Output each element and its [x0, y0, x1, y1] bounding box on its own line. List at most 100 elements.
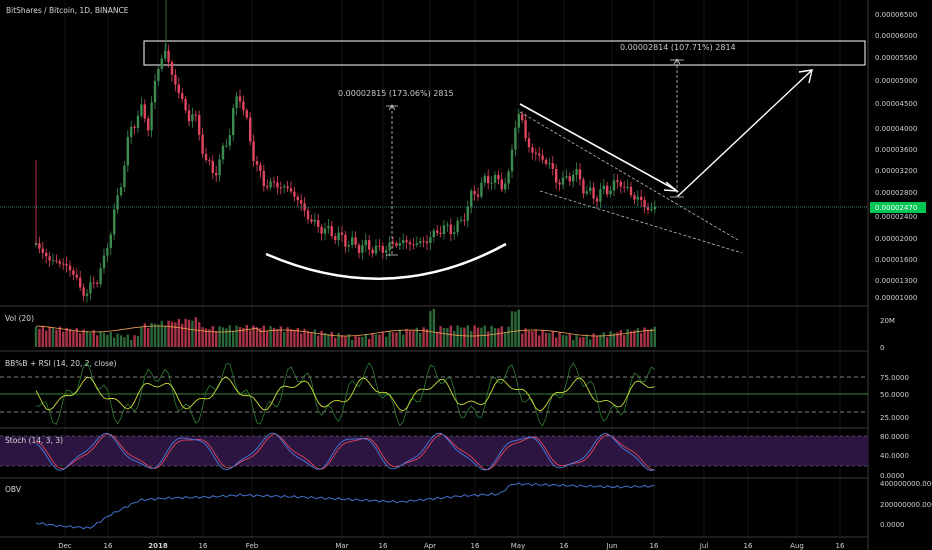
volume-bar: [371, 333, 374, 347]
measure-annotation-1: [386, 104, 398, 256]
volume-bar: [65, 327, 68, 347]
candle-body: [507, 171, 510, 184]
time-axis-tick: Jun: [606, 542, 618, 550]
price-axis-tick: 0.00001600: [875, 256, 917, 264]
volume-bar: [113, 337, 116, 347]
stoch-axis-tick: 0.0000: [880, 472, 905, 480]
candle-body: [385, 250, 388, 253]
measure-label-1: 0.00002815 (173.06%) 2815: [338, 89, 454, 98]
volume-bar: [313, 329, 316, 347]
candle-body: [191, 114, 194, 122]
candle-body: [374, 245, 378, 254]
candle-body: [187, 110, 191, 122]
candle-body: [286, 186, 289, 189]
candle-body: [364, 240, 367, 246]
volume-bar: [633, 330, 636, 347]
volume-bar: [317, 335, 320, 347]
bbr-line: [35, 361, 656, 427]
volume-bar: [255, 327, 259, 347]
volume-bar: [208, 329, 211, 347]
time-axis-tick: Mar: [335, 542, 348, 550]
volume-bar: [459, 327, 463, 347]
volume-bar: [374, 334, 378, 347]
bbr-axis-tick: 75.0000: [880, 374, 909, 382]
time-axis-tick: 16: [836, 542, 845, 550]
volume-bar: [160, 321, 163, 347]
candle-body: [218, 159, 221, 176]
candle-body: [174, 74, 177, 85]
price-axis-tick: 0.00001000: [875, 294, 917, 302]
candle-body: [368, 240, 371, 250]
volume-bar: [147, 327, 150, 347]
candle-body: [619, 181, 622, 187]
candle-body: [398, 243, 401, 246]
time-axis-tick: Aug: [790, 542, 804, 550]
volume-bar: [555, 337, 558, 347]
volume-bar: [483, 325, 486, 347]
volume-bar: [204, 328, 208, 347]
candle-body: [568, 176, 571, 182]
volume-bar: [235, 325, 238, 347]
volume-bar: [391, 332, 395, 347]
price-axis[interactable]: 0.00006500 0.00006000 0.00005500 0.00005000…: [875, 11, 917, 302]
candle-body: [79, 277, 82, 288]
volume-bar: [565, 335, 568, 347]
price-axis-tick: 0.00006000: [875, 32, 917, 40]
candle-body: [640, 196, 643, 201]
volume-bar: [531, 331, 534, 347]
volume-bar: [561, 335, 565, 347]
candle-body: [259, 164, 262, 172]
obv-pane: OBV 400000000.0000 200000000.0000 0.0000: [5, 480, 932, 530]
volume-bar: [269, 326, 272, 347]
volume-bar: [164, 325, 167, 347]
time-axis-tick: Apr: [424, 542, 436, 550]
volume-bar: [272, 327, 276, 347]
volume-bar: [293, 330, 296, 347]
volume-bar: [429, 311, 432, 347]
volume-bar: [184, 318, 187, 347]
volume-bar: [79, 333, 82, 347]
volume-bar: [296, 327, 299, 347]
volume-bar: [323, 332, 327, 347]
price-pane: BitShares / Bitcoin, 1D, BINANCE 0.00002…: [0, 0, 926, 303]
volume-bar: [643, 327, 646, 347]
volume-bar: [487, 331, 490, 347]
volume-bar: [514, 311, 517, 347]
obv-line: [35, 482, 655, 530]
volume-bar: [578, 337, 582, 347]
volume-bar: [558, 332, 561, 347]
volume-bar: [385, 336, 388, 347]
volume-bar: [340, 335, 344, 347]
volume-bar: [51, 327, 55, 347]
volume-bar: [602, 332, 605, 347]
price-axis-tick: 0.00006500: [875, 11, 917, 19]
candle-body: [599, 189, 602, 202]
volume-bar: [419, 333, 422, 347]
volume-bar: [640, 333, 643, 347]
time-axis-tick: 2018: [148, 542, 168, 550]
candle-body: [551, 163, 554, 169]
bbr-rsi-pane: BB%B + RSI (14, 20, 2, close) 75.0000 50…: [0, 359, 909, 427]
candle-body: [140, 104, 143, 116]
candle-body: [119, 187, 123, 196]
volume-bar: [136, 335, 140, 347]
candle-body: [293, 191, 296, 197]
time-axis-tick: Feb: [246, 542, 259, 550]
volume-bar: [347, 334, 350, 347]
volume-bar: [453, 331, 456, 347]
candle-body: [480, 182, 483, 197]
price-axis-tick: 0.00004000: [875, 125, 917, 133]
candle-body: [633, 195, 636, 200]
volume-bar: [191, 320, 194, 347]
candle-body: [136, 115, 140, 128]
time-axis[interactable]: Dec 16 2018 16 Feb Mar 16 Apr 16 May 16 Jun 16 Jul 16 A…: [58, 542, 845, 550]
candle-body: [408, 242, 412, 245]
volume-bar: [646, 329, 650, 347]
volume-bar: [286, 327, 289, 347]
candle-body: [544, 159, 548, 164]
volume-bar: [38, 328, 41, 347]
volume-bar: [123, 337, 126, 347]
time-axis-tick: 16: [471, 542, 480, 550]
candle-body: [89, 282, 92, 294]
